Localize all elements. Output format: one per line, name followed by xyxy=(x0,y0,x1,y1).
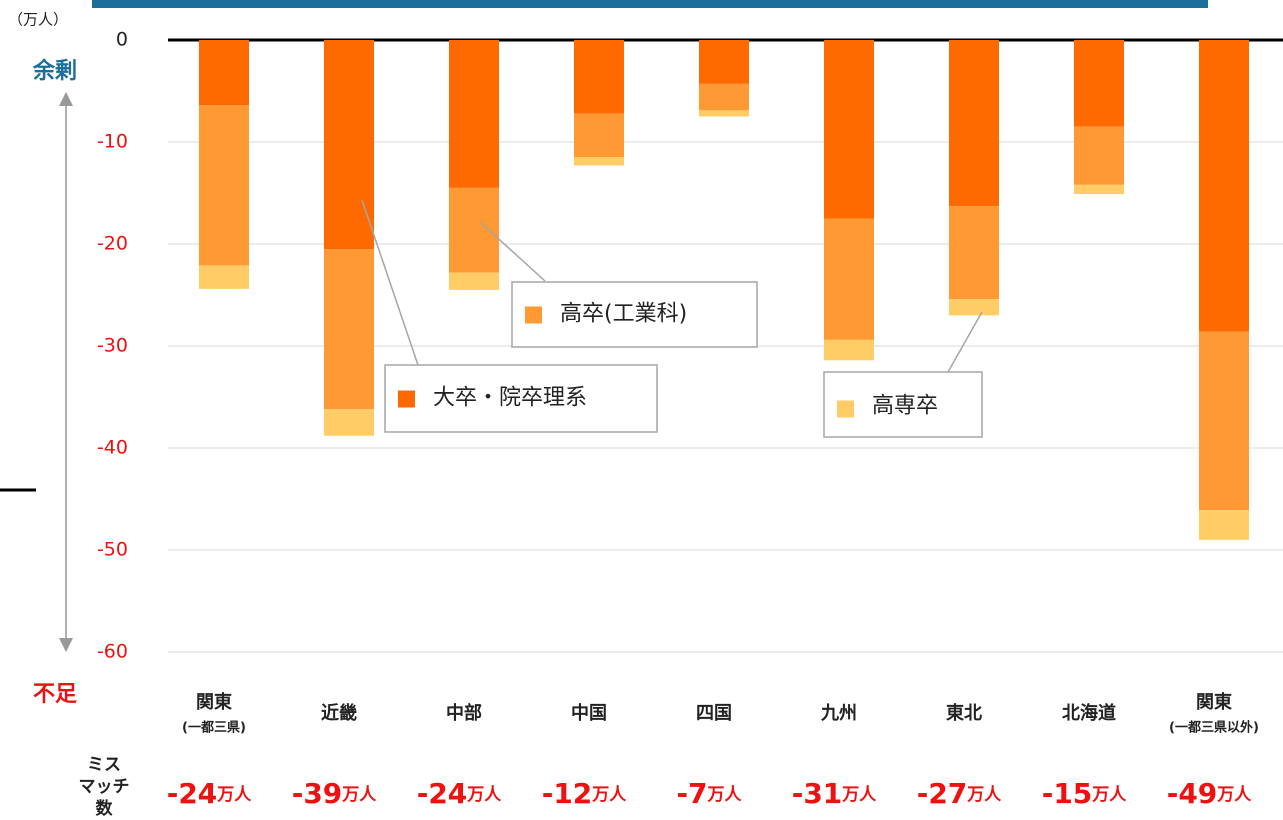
bar-segment xyxy=(824,339,874,361)
legend-label: 高専卒 xyxy=(872,394,938,419)
y-tick-label: -50 xyxy=(97,539,128,561)
bar-segment xyxy=(199,105,249,266)
x-tick-label: 九州 xyxy=(820,703,857,724)
mismatch-unit: 万人 xyxy=(216,785,252,805)
mismatch-row-label-line: マッチ xyxy=(79,777,130,797)
bar-segment xyxy=(449,187,499,273)
callout-leader xyxy=(479,221,546,282)
bar-segment xyxy=(1074,40,1124,127)
legend-swatch xyxy=(398,390,415,408)
mismatch-label: -24万人 xyxy=(167,777,253,810)
legend-label: 大卒・院卒理系 xyxy=(433,386,587,411)
mismatch-value: -49 xyxy=(1167,777,1218,810)
mismatch-label: -31万人 xyxy=(792,777,878,810)
legend-box xyxy=(511,281,758,348)
bar-segment xyxy=(199,265,249,289)
mismatch-label: -12万人 xyxy=(542,777,628,810)
bar-segment xyxy=(949,299,999,316)
mismatch-unit: 万人 xyxy=(966,785,1002,805)
header-band xyxy=(92,0,1208,8)
arrow-head xyxy=(59,92,73,106)
x-tick-label: 四国 xyxy=(696,703,732,724)
mismatch-value: -27 xyxy=(917,777,968,810)
mismatch-value: -24 xyxy=(167,777,218,810)
mismatch-unit: 万人 xyxy=(341,785,377,805)
bar-segment xyxy=(1199,40,1249,332)
bar-segment xyxy=(699,110,749,117)
mismatch-unit: 万人 xyxy=(1091,785,1127,805)
mismatch-row-label-line: ミス xyxy=(87,755,121,775)
bar-segment xyxy=(324,40,374,250)
bar-segment xyxy=(574,113,624,158)
x-tick-label: 中部 xyxy=(446,702,482,724)
bar-segment xyxy=(1199,510,1249,540)
legend-label: 高卒(工業科) xyxy=(560,302,687,327)
mismatch-value: -15 xyxy=(1042,777,1093,810)
bar-segment xyxy=(324,409,374,436)
mismatch-row-label-line: 数 xyxy=(96,798,114,819)
arrow-head xyxy=(59,638,73,652)
bar-segment xyxy=(1074,184,1124,195)
y-tick-label: -20 xyxy=(97,233,128,255)
bar-segment xyxy=(449,40,499,188)
bar-segment xyxy=(449,272,499,290)
legend-swatch xyxy=(525,306,542,324)
x-tick-label: 関東 xyxy=(1196,691,1232,713)
x-tick-label: 中国 xyxy=(571,702,607,724)
mismatch-unit: 万人 xyxy=(841,785,877,805)
mismatch-value: -24 xyxy=(417,777,468,810)
x-tick-label: 関東 xyxy=(196,691,232,713)
mismatch-label: -49万人 xyxy=(1167,777,1253,810)
mismatch-label: -39万人 xyxy=(292,777,378,810)
y-tick-label: -60 xyxy=(97,641,128,663)
legend-box xyxy=(384,364,658,433)
x-tick-label: 近畿 xyxy=(321,702,357,724)
y-tick-label: -10 xyxy=(97,131,128,153)
mismatch-unit: 万人 xyxy=(707,785,743,805)
mismatch-label: -27万人 xyxy=(917,777,1003,810)
mismatch-unit: 万人 xyxy=(466,785,502,805)
legend-swatch xyxy=(837,400,854,418)
bar-segment xyxy=(949,40,999,207)
mismatch-value: -7 xyxy=(676,777,707,810)
y-tick-label: -40 xyxy=(97,437,128,459)
mismatch-label: -15万人 xyxy=(1042,777,1128,810)
shortage-label: 不足 xyxy=(33,682,77,707)
bar-segment xyxy=(324,249,374,410)
bar-segment xyxy=(574,157,624,166)
mismatch-unit: 万人 xyxy=(1216,785,1252,805)
mismatch-value: -12 xyxy=(542,777,593,810)
mismatch-value: -39 xyxy=(292,777,343,810)
mismatch-unit: 万人 xyxy=(591,785,627,805)
x-tick-label: 北海道 xyxy=(1062,702,1116,724)
x-tick-label: 東北 xyxy=(946,702,982,724)
mismatch-value: -31 xyxy=(792,777,843,810)
bar-segment xyxy=(699,40,749,84)
unit-label: （万人） xyxy=(8,11,68,29)
mismatch-row-label: ミスマッチ数 xyxy=(79,755,130,819)
bar-segment xyxy=(699,83,749,111)
y-tick-label: 0 xyxy=(116,29,128,51)
y-tick-label: -30 xyxy=(97,335,128,357)
bar-segment xyxy=(1199,331,1249,511)
surplus-label: 余剰 xyxy=(32,58,77,84)
callout-leader xyxy=(947,311,983,373)
bar-segment xyxy=(574,40,624,114)
bar-segment xyxy=(199,40,249,106)
callout-leader xyxy=(361,199,419,366)
mismatch-label: -7万人 xyxy=(676,777,742,810)
x-tick-note: (一都三県以外) xyxy=(1169,720,1259,736)
bar-segment xyxy=(824,40,874,219)
x-tick-note: (一都三県) xyxy=(182,720,246,736)
bar-segment xyxy=(1074,126,1124,185)
mismatch-label: -24万人 xyxy=(417,777,503,810)
bar-segment xyxy=(824,218,874,340)
bar-segment xyxy=(949,206,999,300)
